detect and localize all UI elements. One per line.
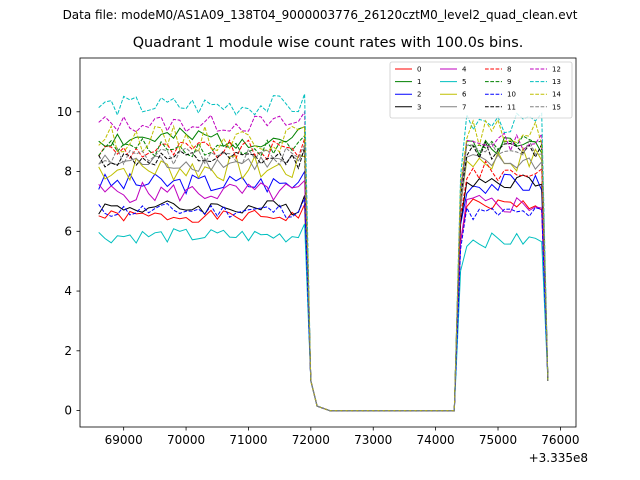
figure-suptitle: Data file: modeM0/AS1A09_138T04_90000037… <box>62 8 578 22</box>
axes-frame <box>79 57 577 428</box>
x-tick-label: 69000 <box>105 433 143 447</box>
y-tick-label: 6 <box>64 224 72 238</box>
x-tick-label: 70000 <box>167 433 205 447</box>
x-tick-label: 72000 <box>292 433 330 447</box>
legend-label-5: 5 <box>462 78 466 86</box>
series-line-14 <box>98 118 549 412</box>
chart-title: Quadrant 1 module wise count rates with … <box>132 35 524 51</box>
legend-label-3: 3 <box>417 103 421 111</box>
y-tick-label: 2 <box>64 344 72 358</box>
y-tick-label: 10 <box>57 105 72 119</box>
x-tick-label: 75000 <box>479 433 517 447</box>
y-tick-label: 8 <box>64 165 72 179</box>
legend-label-14: 14 <box>552 91 561 99</box>
legend-label-2: 2 <box>417 91 421 99</box>
legend-label-13: 13 <box>552 78 561 86</box>
legend-label-4: 4 <box>462 66 467 74</box>
legend-label-15: 15 <box>552 103 561 111</box>
legend-label-1: 1 <box>417 78 421 86</box>
legend-label-11: 11 <box>507 103 516 111</box>
legend-label-9: 9 <box>507 78 511 86</box>
x-tick-label: 71000 <box>229 433 267 447</box>
x-tick-label: 73000 <box>354 433 392 447</box>
legend-label-8: 8 <box>507 66 511 74</box>
x-axis-offset-label: +3.335e8 <box>528 451 588 465</box>
legend-label-7: 7 <box>462 103 466 111</box>
legend-label-6: 6 <box>462 91 467 99</box>
x-tick-label: 76000 <box>541 433 579 447</box>
x-tick-label: 74000 <box>417 433 455 447</box>
axes: 69000 70000 71000 72000 73000 74000 75000 76000… <box>57 57 579 447</box>
y-tick-label: 0 <box>64 404 72 418</box>
legend-label-0: 0 <box>417 66 421 74</box>
legend-label-12: 12 <box>552 66 561 74</box>
series-lines <box>98 93 549 412</box>
y-tick-label: 4 <box>64 284 72 298</box>
series-line-15 <box>98 139 549 412</box>
legend-label-10: 10 <box>507 91 516 99</box>
legend-box <box>389 61 573 119</box>
series-line-11 <box>98 140 549 412</box>
